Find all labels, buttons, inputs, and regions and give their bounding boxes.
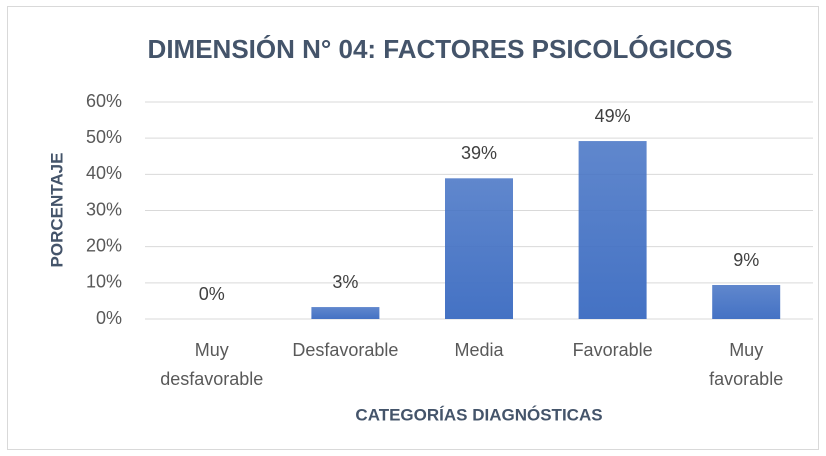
x-tick-label: Muy desfavorable	[160, 340, 263, 389]
chart-border	[7, 6, 819, 450]
x-tick-label: Desfavorable	[292, 340, 398, 360]
y-tick-label: 50%	[86, 127, 122, 147]
bar	[712, 285, 781, 319]
y-tick-label: 0%	[96, 308, 122, 328]
y-tick-label: 20%	[86, 235, 122, 255]
chart-title: DIMENSIÓN N° 04: FACTORES PSICOLÓGICOS	[148, 34, 733, 64]
y-tick-label: 40%	[86, 163, 122, 183]
x-tick-label: Muy favorable	[709, 340, 783, 389]
y-tick-label: 30%	[86, 199, 122, 219]
data-label: 49%	[595, 106, 631, 126]
bar	[445, 178, 513, 319]
x-tick-label: Media	[454, 340, 504, 360]
y-tick-label: 10%	[86, 272, 122, 292]
bar	[311, 307, 380, 319]
data-label: 0%	[199, 284, 225, 304]
x-tick-label: Favorable	[573, 340, 653, 360]
y-tick-label: 60%	[86, 91, 122, 111]
data-label: 39%	[461, 143, 497, 163]
bar	[578, 141, 647, 319]
y-axis-label: PORCENTAJE	[47, 153, 66, 268]
data-label: 9%	[733, 250, 759, 270]
x-axis-label: CATEGORÍAS DIAGNÓSTICAS	[355, 405, 602, 424]
data-label: 3%	[332, 272, 358, 292]
